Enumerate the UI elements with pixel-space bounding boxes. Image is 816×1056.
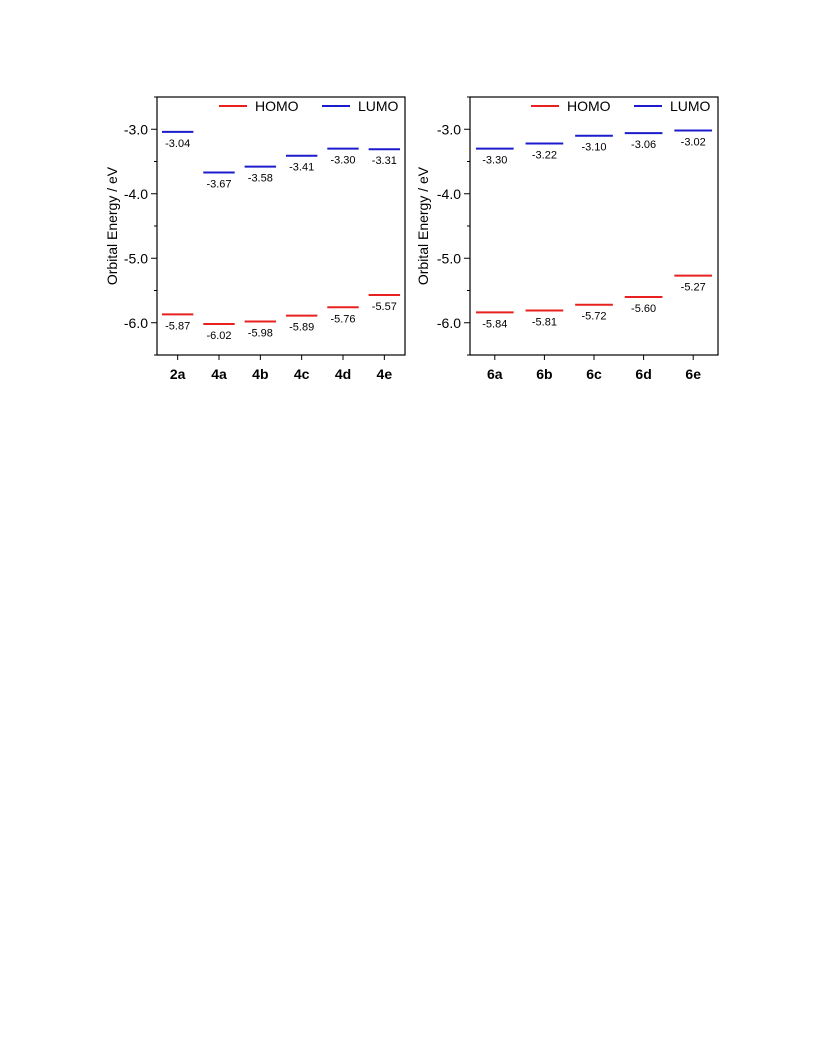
lumo-value-label: -3.31 — [372, 155, 397, 167]
homo-value-label: -5.72 — [581, 311, 606, 323]
homo-value-label: -5.27 — [681, 282, 706, 294]
legend-label-lumo: LUMO — [670, 98, 711, 114]
x-category-label: 2a — [170, 366, 186, 382]
y-tick-label: -5.0 — [437, 250, 461, 266]
homo-value-label: -5.98 — [248, 327, 273, 339]
lumo-value-label: -3.02 — [681, 137, 706, 149]
y-axis-label: Orbital Energy / eV — [104, 166, 120, 285]
legend-label-homo: HOMO — [255, 98, 299, 114]
y-tick-label: -5.0 — [124, 250, 148, 266]
x-category-label: 4b — [252, 366, 268, 382]
y-tick-label: -6.0 — [437, 315, 461, 331]
y-tick-label: -3.0 — [124, 121, 148, 137]
x-category-label: 6b — [536, 366, 552, 382]
chart-panel-2: -3.0 -4.0 -5.0 -6.0 6a 6b 6c 6d 6e Orbital Energy… — [415, 96, 719, 382]
x-category-label: 6d — [635, 366, 651, 382]
y-tick-label: -3.0 — [437, 121, 461, 137]
x-category-label: 6c — [586, 366, 602, 382]
homo-value-label: -5.57 — [372, 301, 397, 313]
lumo-value-label: -3.67 — [206, 178, 231, 190]
lumo-value-label: -3.10 — [581, 142, 606, 154]
lumo-value-label: -3.30 — [330, 155, 355, 167]
lumo-value-label: -3.06 — [631, 139, 656, 151]
x-category-label: 4a — [211, 366, 227, 382]
homo-value-label: -5.89 — [289, 322, 314, 334]
y-tick-label: -6.0 — [124, 315, 148, 331]
legend-label-homo: HOMO — [567, 98, 611, 114]
x-category-label: 6a — [487, 366, 503, 382]
y-axis-label: Orbital Energy / eV — [415, 166, 431, 285]
plot-frame — [156, 96, 406, 356]
y-tick-label: -4.0 — [124, 186, 148, 202]
lumo-value-label: -3.41 — [289, 162, 314, 174]
y-tick-label: -4.0 — [437, 186, 461, 202]
lumo-value-label: -3.58 — [248, 173, 273, 185]
x-category-label: 4c — [294, 366, 310, 382]
homo-value-label: -5.76 — [330, 313, 355, 325]
x-category-label: 4e — [377, 366, 393, 382]
lumo-value-label: -3.04 — [165, 138, 190, 150]
homo-value-label: -6.02 — [206, 330, 231, 342]
x-category-label: 4d — [335, 366, 351, 382]
legend-label-lumo: LUMO — [358, 98, 399, 114]
homo-value-label: -5.87 — [165, 320, 190, 332]
homo-value-label: -5.60 — [631, 303, 656, 315]
chart-panel-1: -3.0 -4.0 -5.0 -6.0 2a 4a 4b 4c 4d 4e Orbital Ener… — [104, 96, 406, 382]
homo-value-label: -5.81 — [532, 316, 557, 328]
lumo-value-label: -3.30 — [482, 155, 507, 167]
lumo-value-label: -3.22 — [532, 149, 557, 161]
x-category-label: 6e — [685, 366, 701, 382]
homo-value-label: -5.84 — [482, 318, 507, 330]
